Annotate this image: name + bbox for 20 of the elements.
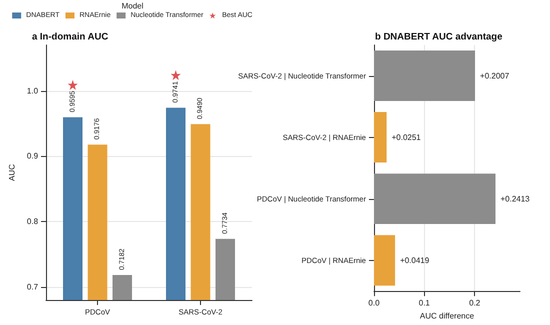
x-tick-label: 0.2 bbox=[469, 298, 481, 308]
y-tick-label: 0.8 bbox=[26, 217, 39, 226]
x-tick-label: 0.0 bbox=[368, 298, 380, 308]
x-tick-label: 0.1 bbox=[418, 298, 430, 308]
chart-title: b DNABERT AUC advantage bbox=[375, 32, 502, 42]
legend-title: Model bbox=[122, 2, 144, 10]
bar bbox=[374, 235, 396, 286]
y-tick-label: 0.7 bbox=[26, 282, 39, 292]
data-label: +0.2413 bbox=[500, 194, 530, 204]
data-label: +0.0419 bbox=[400, 256, 430, 265]
x-axis-title: AUC difference bbox=[420, 312, 475, 320]
chart-title: a In-domain AUC bbox=[32, 32, 108, 42]
y-tick-label: 1.0 bbox=[26, 86, 39, 96]
data-label: +0.0251 bbox=[392, 132, 422, 142]
y-tick-label: 0.9 bbox=[26, 152, 39, 161]
data-label: +0.2007 bbox=[480, 71, 510, 80]
bar bbox=[374, 112, 387, 163]
y-axis-title: AUC bbox=[8, 164, 16, 181]
bar bbox=[374, 50, 476, 101]
bar bbox=[374, 174, 496, 224]
